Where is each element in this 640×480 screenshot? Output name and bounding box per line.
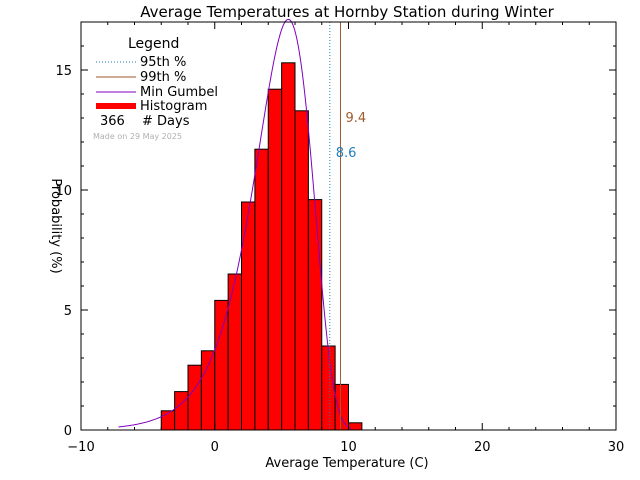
- histogram-bar: [214, 299, 229, 431]
- x-tick-label: −10: [67, 440, 94, 455]
- legend-entry-p95: 95th %: [140, 55, 186, 70]
- histogram-bar: [294, 110, 309, 431]
- x-axis-label: Average Temperature (C): [265, 456, 428, 471]
- histogram-bar: [334, 383, 349, 431]
- chart-title: Average Temperatures at Hornby Station d…: [140, 3, 554, 21]
- histogram-bar: [227, 273, 242, 431]
- x-tick-label: 0: [211, 440, 219, 455]
- y-axis-ticks: 0 5 10 15: [55, 45, 616, 439]
- legend: Legend 95th % 99th % Min Gumbel Histogra…: [96, 36, 218, 129]
- y-tick-label: 0: [64, 424, 72, 439]
- x-axis-ticks: −10 0 10 20 30: [67, 22, 624, 455]
- histogram-bar: [200, 350, 216, 431]
- histogram-bar: [174, 391, 189, 431]
- y-tick-label: 10: [55, 184, 72, 199]
- p99-label: 9.4: [345, 111, 366, 126]
- histogram-bar: [241, 201, 256, 431]
- histogram-bar: [307, 199, 323, 431]
- histogram-bar: [281, 62, 296, 431]
- histogram-bar: [321, 345, 336, 431]
- histogram-bar: [348, 422, 363, 431]
- histogram-bar: [267, 88, 283, 431]
- x-tick-label: 30: [608, 440, 625, 455]
- p95-label: 8.6: [336, 146, 357, 161]
- y-axis-label: Probability (%): [48, 178, 63, 273]
- legend-title: Legend: [128, 36, 179, 52]
- legend-entry-p99: 99th %: [140, 70, 186, 85]
- legend-entry-histogram: Histogram: [140, 99, 207, 114]
- y-tick-label: 5: [64, 304, 72, 319]
- legend-days-count: 366: [100, 114, 125, 129]
- gumbel-curve: [118, 18, 352, 430]
- legend-days-label: # Days: [142, 114, 190, 129]
- y-tick-label: 15: [55, 64, 72, 79]
- histogram-bar: [254, 148, 269, 431]
- x-tick-label: 20: [474, 440, 491, 455]
- legend-entry-gumbel: Min Gumbel: [140, 85, 218, 100]
- x-tick-label: 10: [340, 440, 357, 455]
- made-on-note: Made on 29 May 2025: [93, 132, 182, 141]
- histogram-bars: [160, 62, 363, 431]
- histogram-bar: [187, 364, 202, 431]
